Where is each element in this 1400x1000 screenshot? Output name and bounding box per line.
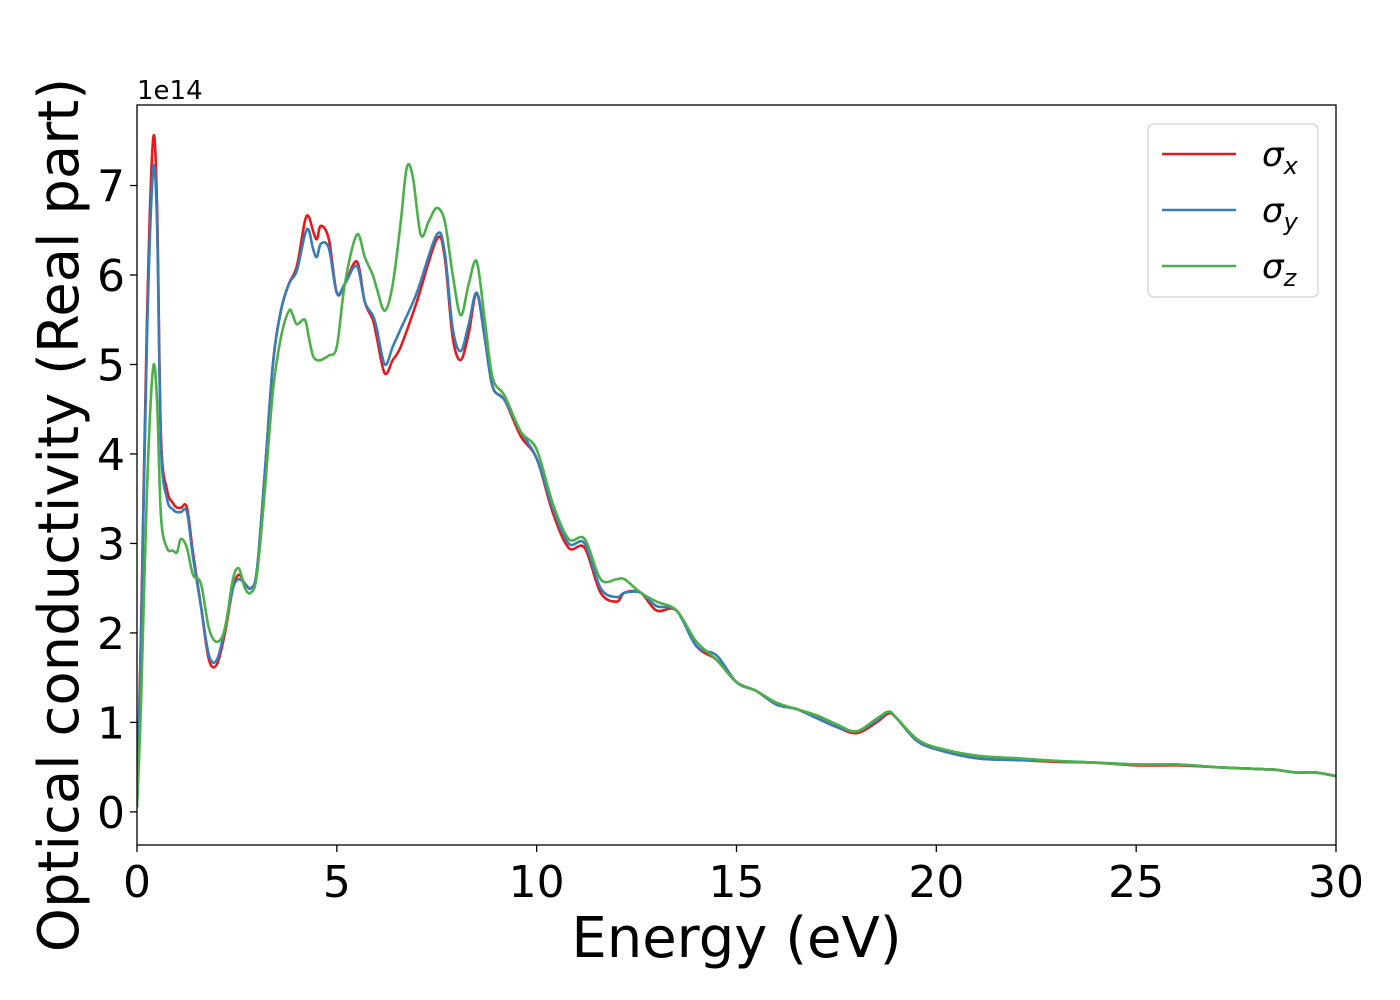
y-tick-label: 2 — [97, 609, 125, 660]
x-tick-label: 30 — [1308, 857, 1364, 908]
x-tick-label: 20 — [908, 857, 964, 908]
legend-label-y: σy — [1262, 191, 1299, 236]
x-tick-label: 10 — [509, 857, 565, 908]
y-tick-label: 0 — [97, 788, 125, 839]
y-tick-label: 1 — [97, 698, 125, 749]
y-tick-label: 4 — [97, 430, 125, 481]
x-tick-label: 0 — [123, 857, 151, 908]
legend-label-z: σz — [1262, 247, 1298, 292]
y-tick-label: 7 — [97, 162, 125, 213]
x-axis-title: Energy (eV) — [571, 906, 901, 971]
legend: σx σy σz — [1147, 123, 1319, 298]
legend-label-x: σx — [1262, 135, 1299, 180]
y-tick-label: 3 — [97, 519, 125, 570]
series-line-z — [137, 162, 1336, 808]
y-tick-label: 6 — [97, 251, 125, 302]
axis-ticks: 0 5 10 15 20 25 30 0 1 2 3 4 5 6 7 — [97, 162, 1364, 908]
y-tick-label: 5 — [97, 340, 125, 391]
series-layer — [137, 133, 1336, 808]
x-tick-label: 25 — [1108, 857, 1164, 908]
x-tick-label: 15 — [709, 857, 765, 908]
y-axis-offset-label: 1e14 — [137, 76, 203, 106]
y-axis-title: Optical conductivity (Real part) — [27, 78, 92, 952]
x-tick-label: 5 — [323, 857, 351, 908]
